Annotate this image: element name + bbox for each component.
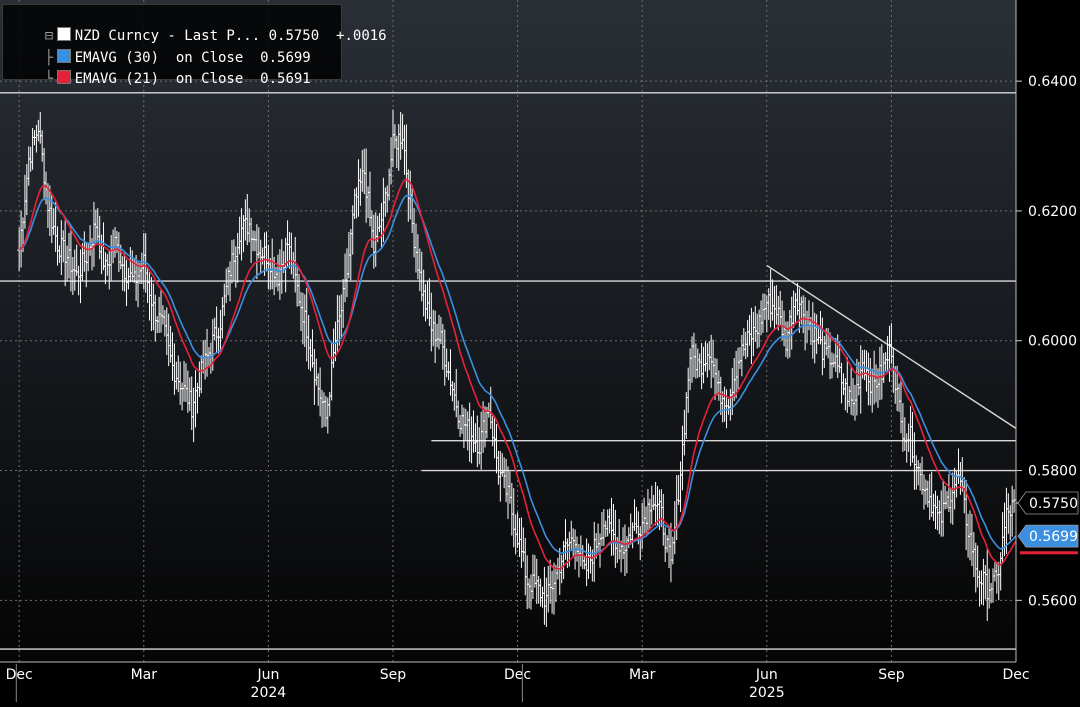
tree-end-icon: └ [44, 71, 54, 87]
x-tick-label: Mar [629, 667, 656, 683]
legend-price-change: +.0016 [336, 28, 387, 44]
value-labels: 0.5750 0.5699 [1017, 491, 1079, 555]
x-tick-label: Dec [6, 667, 33, 683]
legend-item-price[interactable]: ⊟ NZD Curncy - Last P... 0.5750 +.0016 [11, 9, 387, 44]
legend-item-ema21[interactable]: └ EMAVG (21) on Close 0.5691 [11, 52, 311, 87]
support-resistance-lines [0, 92, 1017, 650]
legend-ema30-label: EMAVG (30) on Close [74, 50, 244, 66]
legend-swatch-ema30 [56, 49, 71, 63]
year-label: 2025 [749, 685, 785, 701]
last-price-label-box [1017, 491, 1079, 515]
legend-price-value: 0.5750 [268, 28, 320, 44]
y-tick-label: 0.6400 [1028, 74, 1077, 90]
y-tick-label: 0.5800 [1028, 464, 1077, 480]
ema21-value-marker [1020, 551, 1078, 555]
x-tick-label: Jun [256, 667, 279, 683]
legend-ema30-value: 0.5699 [260, 50, 311, 66]
legend-price-label: NZD Curncy - Last P... [74, 28, 261, 44]
y-tick-label: 0.5600 [1028, 593, 1077, 609]
y-tick-label: 0.6000 [1028, 334, 1077, 350]
year-label: 2024 [251, 685, 287, 701]
y-tick-label: 0.6200 [1028, 204, 1077, 220]
legend-swatch-price [56, 27, 71, 41]
tree-branch-icon: ├ [44, 50, 54, 66]
x-tick-label: Dec [1002, 667, 1029, 683]
x-tick-label: Dec [504, 667, 531, 683]
legend-ema21-label: EMAVG (21) on Close [74, 71, 244, 87]
last-price-label: 0.5750 [1029, 496, 1078, 512]
legend-swatch-ema21 [56, 70, 71, 84]
ema30-value-label-box [1017, 524, 1079, 548]
x-tick-label: Mar [131, 667, 158, 683]
chart-legend: ⊟ NZD Curncy - Last P... 0.5750 +.0016 ├ E… [2, 4, 387, 87]
legend-item-ema30[interactable]: ├ EMAVG (30) on Close 0.5699 [11, 31, 311, 66]
ema21-line [18, 178, 1017, 570]
moving-averages [18, 178, 1017, 570]
plot-background [0, 0, 1016, 662]
x-tick-label: Sep [380, 667, 407, 683]
collapse-icon[interactable]: ⊟ [44, 28, 54, 44]
ema30-value-label: 0.5699 [1029, 529, 1078, 545]
x-tick-label: Sep [878, 667, 905, 683]
x-tick-label: Jun [755, 667, 778, 683]
legend-ema21-value: 0.5691 [260, 71, 311, 87]
ema30-line [18, 194, 1017, 555]
